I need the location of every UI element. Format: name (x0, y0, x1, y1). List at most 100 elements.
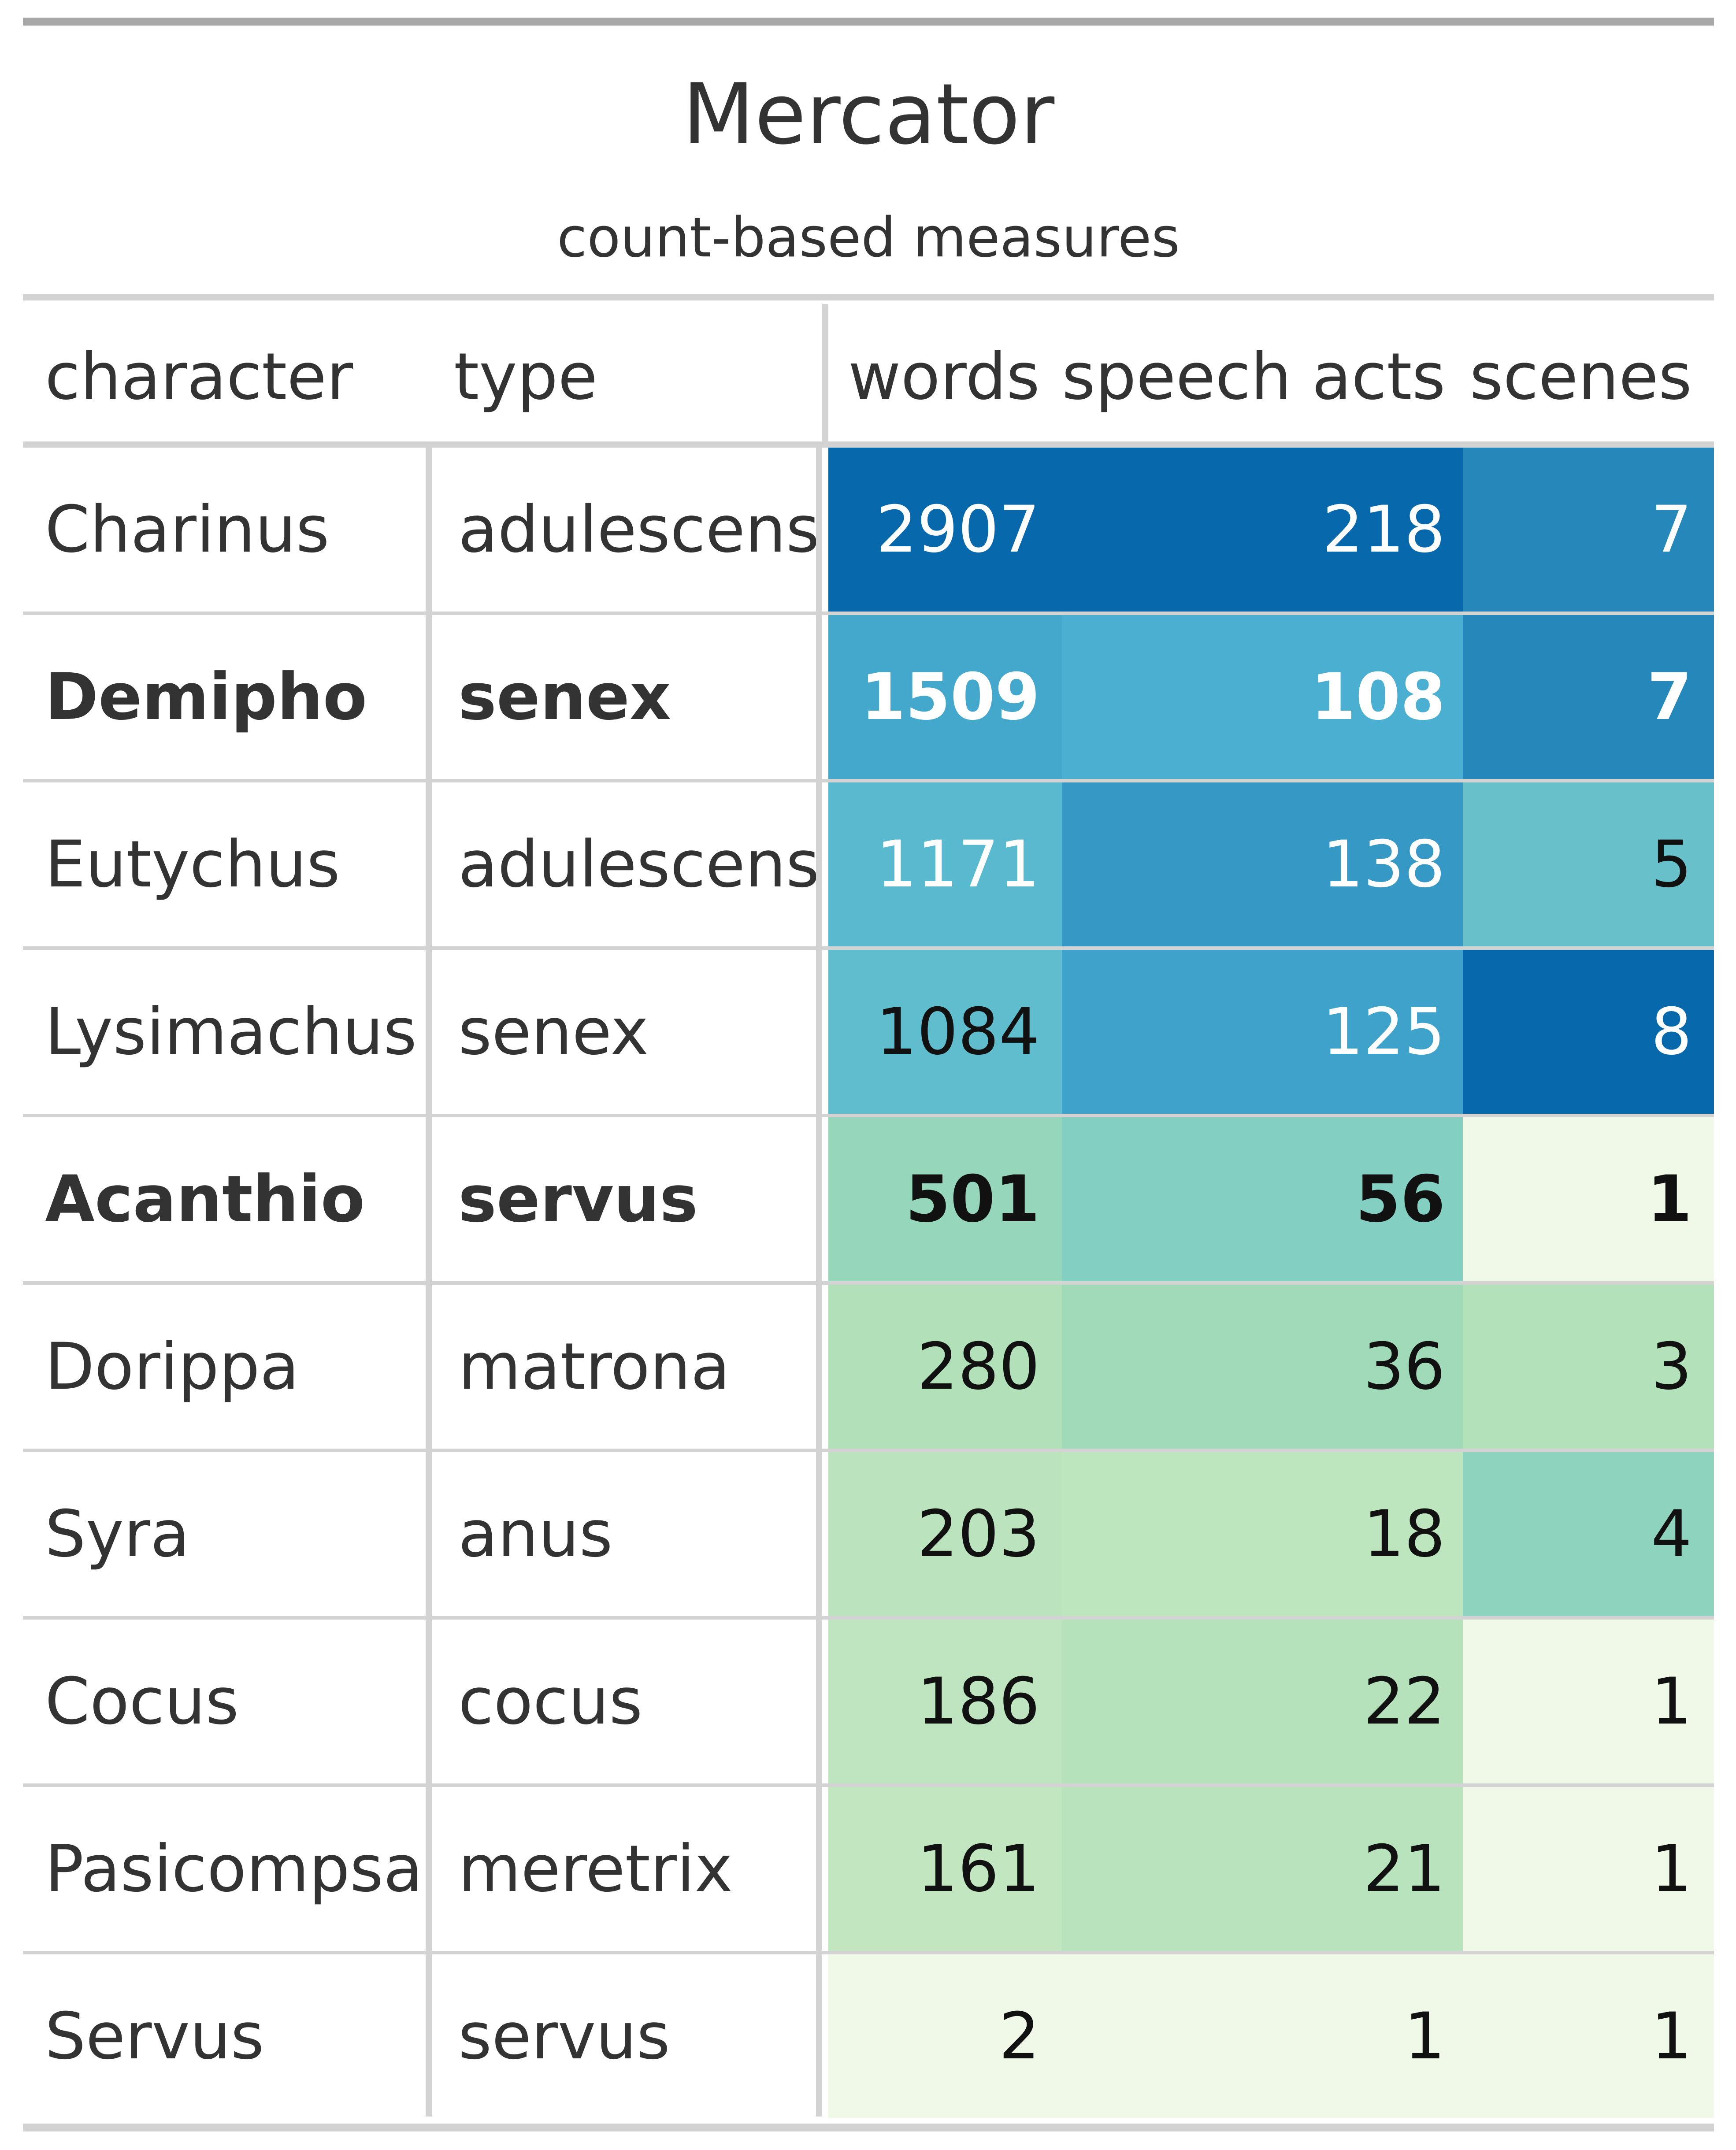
cell-bg-words (828, 1117, 1062, 1281)
cell-bg-speech-acts (1062, 1954, 1463, 2118)
row-separator (23, 946, 1714, 950)
cell-character: Charinus (45, 492, 330, 567)
cell-scenes: 1 (1651, 1664, 1692, 1739)
column-header-rule (23, 441, 1714, 448)
cell-character: Lysimachus (45, 994, 417, 1069)
row-separator (23, 1281, 1714, 1285)
cell-speech-acts: 138 (1322, 827, 1445, 902)
cell-character: Dorippa (45, 1329, 300, 1404)
cell-bg-words (828, 1787, 1062, 1951)
cell-bg-speech-acts (1062, 1620, 1463, 1783)
cell-words: 1171 (876, 827, 1040, 902)
column-divider-type (816, 448, 822, 2117)
cell-scenes: 1 (1651, 1999, 1692, 2074)
cell-words: 186 (917, 1664, 1040, 1739)
cell-speech-acts: 21 (1363, 1831, 1445, 1906)
cell-bg-speech-acts (1062, 1787, 1463, 1951)
cell-scenes: 4 (1651, 1497, 1692, 1572)
bottom-rule (23, 2124, 1714, 2131)
cell-bg-words (828, 1285, 1062, 1449)
cell-speech-acts: 1 (1404, 1999, 1445, 2074)
cell-bg-scenes (1463, 1452, 1714, 1616)
cell-character: Cocus (45, 1664, 239, 1739)
cell-bg-words (828, 1954, 1062, 2118)
row-separator (23, 612, 1714, 615)
cell-scenes: 7 (1651, 492, 1692, 567)
cell-type: senex (458, 660, 671, 734)
column-header-words: words (848, 339, 1040, 414)
cell-bg-words (828, 1452, 1062, 1616)
cell-type: cocus (458, 1664, 643, 1739)
cell-speech-acts: 108 (1311, 660, 1445, 734)
row-separator (23, 1951, 1714, 1954)
cell-scenes: 8 (1651, 994, 1692, 1069)
cell-type: meretrix (458, 1831, 733, 1906)
cell-bg-scenes (1463, 615, 1714, 779)
cell-words: 280 (917, 1329, 1040, 1404)
cell-bg-words (828, 615, 1062, 779)
cell-bg-speech-acts (1062, 782, 1463, 946)
top-rule (23, 18, 1714, 26)
cell-speech-acts: 22 (1363, 1664, 1445, 1739)
cell-bg-scenes (1463, 1954, 1714, 2118)
cell-words: 1084 (876, 994, 1040, 1069)
cell-bg-scenes (1463, 1620, 1714, 1783)
column-divider-character (426, 448, 432, 2117)
cell-scenes: 5 (1651, 827, 1692, 902)
cell-bg-speech-acts (1062, 448, 1463, 612)
column-header-character: character (45, 339, 353, 414)
table-subtitle: count-based measures (557, 206, 1180, 270)
cell-bg-scenes (1463, 782, 1714, 946)
cell-type: anus (458, 1497, 613, 1572)
row-separator (23, 1616, 1714, 1620)
column-header-speech-acts: speech acts (1062, 339, 1446, 414)
cell-bg-words (828, 782, 1062, 946)
cell-words: 2 (999, 1999, 1040, 2074)
cell-words: 501 (905, 1162, 1040, 1237)
row-separator (23, 1449, 1714, 1452)
cell-bg-speech-acts (1062, 615, 1463, 779)
cell-speech-acts: 18 (1363, 1497, 1445, 1572)
cell-bg-speech-acts (1062, 1452, 1463, 1616)
cell-character: Syra (45, 1497, 190, 1572)
cell-type: senex (458, 994, 649, 1069)
cell-speech-acts: 36 (1363, 1329, 1445, 1404)
cell-words: 2907 (876, 492, 1040, 567)
cell-bg-scenes (1463, 1117, 1714, 1281)
cell-words: 203 (917, 1497, 1040, 1572)
cell-character: Eutychus (45, 827, 340, 902)
cell-character: Pasicompsa (45, 1831, 423, 1906)
cell-bg-scenes (1463, 448, 1714, 612)
column-header-scenes: scenes (1469, 339, 1692, 414)
row-separator (23, 779, 1714, 782)
cell-type: adulescens (458, 827, 820, 902)
cell-bg-speech-acts (1062, 1285, 1463, 1449)
cell-bg-scenes (1463, 1285, 1714, 1449)
table-title: Mercator (682, 66, 1055, 163)
cell-character: Demipho (45, 660, 367, 734)
cell-type: servus (458, 1999, 670, 2074)
cell-bg-words (828, 950, 1062, 1114)
row-separator (23, 1114, 1714, 1117)
cell-scenes: 3 (1651, 1329, 1692, 1404)
column-header-type: type (454, 339, 598, 414)
cell-bg-scenes (1463, 950, 1714, 1114)
cell-words: 1509 (861, 660, 1040, 734)
cell-bg-speech-acts (1062, 1117, 1463, 1281)
cell-scenes: 1 (1647, 1162, 1692, 1237)
cell-character: Servus (45, 1999, 264, 2074)
cell-bg-words (828, 1620, 1062, 1783)
cell-speech-acts: 218 (1322, 492, 1445, 567)
cell-speech-acts: 125 (1322, 994, 1445, 1069)
heading-rule (23, 294, 1714, 300)
cell-bg-speech-acts (1062, 950, 1463, 1114)
cell-bg-scenes (1463, 1787, 1714, 1951)
cell-character: Acanthio (45, 1162, 365, 1237)
header-divider (822, 304, 828, 448)
cell-words: 161 (917, 1831, 1040, 1906)
cell-speech-acts: 56 (1355, 1162, 1445, 1237)
cell-type: matrona (458, 1329, 731, 1404)
cell-bg-words (828, 448, 1062, 612)
cell-scenes: 7 (1647, 660, 1692, 734)
